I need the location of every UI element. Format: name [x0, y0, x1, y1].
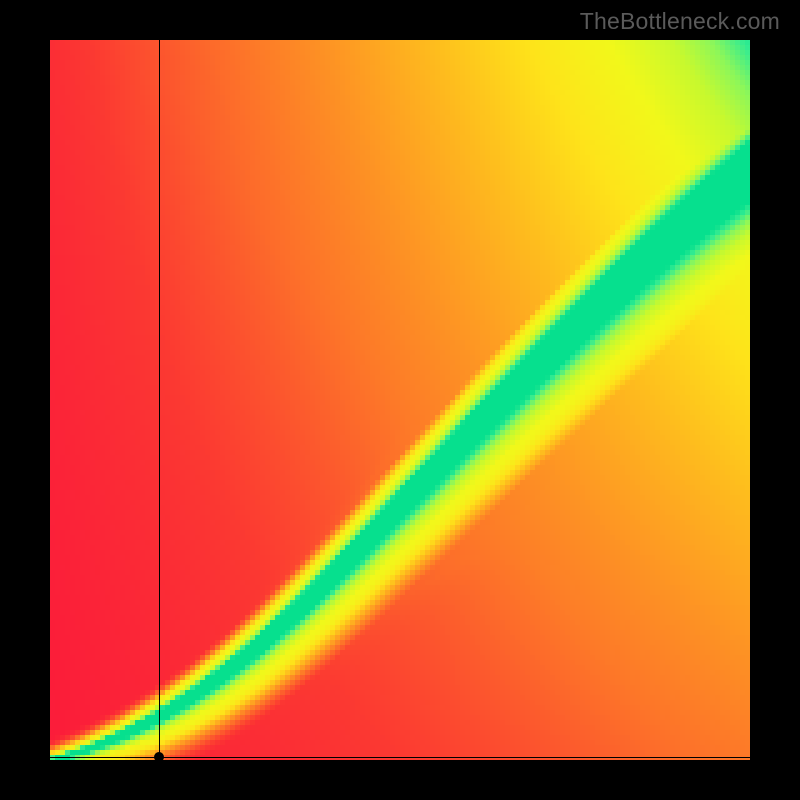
crosshair-marker	[154, 752, 164, 762]
plot-area	[50, 40, 750, 760]
bottleneck-heatmap	[50, 40, 750, 760]
watermark-text: TheBottleneck.com	[580, 8, 780, 35]
crosshair-vertical	[159, 40, 160, 760]
chart-root: { "watermark": { "text": "TheBottleneck.…	[0, 0, 800, 800]
